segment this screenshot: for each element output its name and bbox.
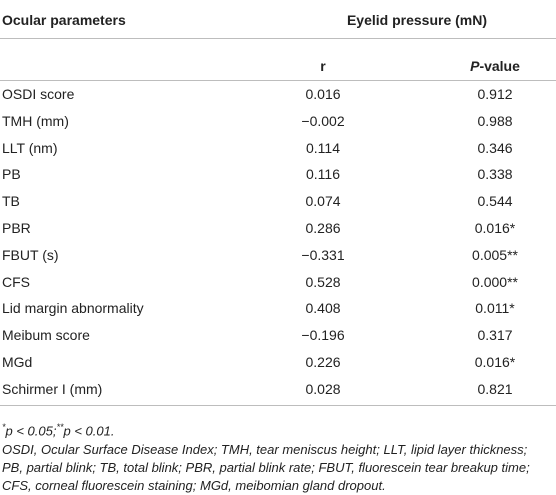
row-label: LLT (nm) [2,139,58,156]
p-value: 0.988 [477,112,513,129]
column-header: r [320,58,326,74]
p-value: 0.016* [474,220,516,236]
row-label: Lid margin abnormality [2,300,144,317]
row-label: PBR [2,220,31,236]
abbreviation-line: CFS, corneal fluorescein staining; MGd, … [2,478,386,493]
r-value: 0.286 [305,220,341,236]
r-value: −0.196 [301,327,345,344]
p-value: 0.000** [472,273,518,290]
p-value: 0.821 [477,380,513,397]
p-value: 0.011* [475,300,515,317]
row-label: TMH (mm) [2,112,69,129]
abbreviation-line: OSDI, Ocular Surface Disease Index; TMH,… [2,442,528,457]
p-value: 0.005** [472,246,518,263]
r-value: 0.016 [305,86,341,102]
r-value: 0.114 [306,139,340,156]
p-value: 0.016* [474,354,516,370]
r-value: 0.528 [305,273,341,290]
text: p < 0.01. [63,423,115,439]
row-label: OSDI score [2,86,75,102]
sup: ** [56,422,64,432]
italic-p: P [470,58,480,74]
p-value: 0.338 [477,166,513,183]
p-value: 0.544 [477,193,513,210]
column-header: Ocular parameters [2,12,126,28]
row-label: TB [2,193,20,210]
sup: * [2,422,6,432]
r-value: 0.226 [305,354,341,370]
column-header: P-value [470,57,520,75]
row-label: MGd [2,354,33,370]
r-value: −0.331 [301,246,345,263]
p-value: 0.346 [477,139,513,156]
row-label: Schirmer I (mm) [2,380,103,397]
p-value: 0.317 [477,327,513,344]
r-value: 0.408 [305,300,341,317]
abbreviation-line: PB, partial blink; TB, total blink; PBR,… [2,460,530,475]
group-header: Eyelid pressure (mN) [346,12,488,28]
rule [0,80,556,81]
p-value: 0.912 [477,86,513,102]
row-label: Meibum score [2,327,90,344]
row-label: PB [2,166,21,183]
rule [0,38,556,39]
text: p < 0.05; [5,423,57,439]
row-label: FBUT (s) [2,246,59,263]
row-label: CFS [2,273,30,290]
header-rest: -value [479,58,520,74]
r-value: −0.002 [301,112,345,129]
rule [0,405,556,406]
footnote: *p < 0.05;**p < 0.01. [2,418,114,440]
r-value: 0.028 [305,380,341,397]
r-value: 0.074 [305,193,341,210]
r-value: 0.116 [306,166,340,183]
